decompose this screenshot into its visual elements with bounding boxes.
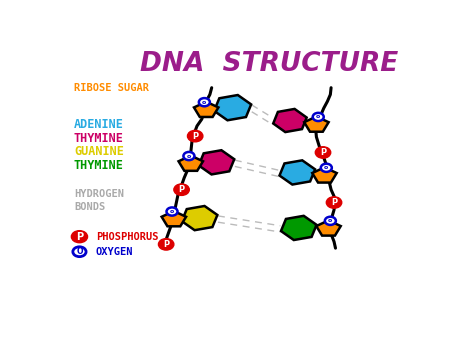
Circle shape <box>166 207 178 215</box>
Polygon shape <box>280 160 315 185</box>
Polygon shape <box>179 155 203 171</box>
Text: o: o <box>202 100 207 105</box>
Circle shape <box>321 164 332 172</box>
Circle shape <box>158 239 174 250</box>
Text: O: O <box>76 247 82 256</box>
Text: P: P <box>179 185 185 194</box>
Text: P: P <box>192 132 198 141</box>
Polygon shape <box>214 95 251 120</box>
Text: DNA  STRUCTURE: DNA STRUCTURE <box>139 51 398 77</box>
Circle shape <box>315 147 331 158</box>
Polygon shape <box>199 150 234 174</box>
Polygon shape <box>281 216 317 240</box>
Text: ADENINE: ADENINE <box>74 118 124 131</box>
Text: BONDS: BONDS <box>74 202 105 212</box>
Text: THYMINE: THYMINE <box>74 159 124 172</box>
Polygon shape <box>194 102 219 117</box>
Circle shape <box>183 152 194 160</box>
Circle shape <box>326 197 342 208</box>
Text: o: o <box>170 209 174 214</box>
Circle shape <box>325 217 336 225</box>
Text: OXYGEN: OXYGEN <box>96 247 134 257</box>
Text: o: o <box>187 154 191 159</box>
Text: PHOSPHORUS: PHOSPHORUS <box>96 232 158 242</box>
Circle shape <box>73 247 86 257</box>
Text: HYDROGEN: HYDROGEN <box>74 189 124 199</box>
Text: P: P <box>320 148 326 157</box>
Circle shape <box>187 130 203 142</box>
Text: THYMINE: THYMINE <box>74 132 124 145</box>
Text: o: o <box>328 218 332 223</box>
Text: P: P <box>331 198 337 207</box>
Text: o: o <box>316 114 320 119</box>
Circle shape <box>72 231 88 243</box>
Circle shape <box>174 184 189 195</box>
Polygon shape <box>162 211 186 226</box>
Polygon shape <box>312 168 337 182</box>
Polygon shape <box>182 206 218 230</box>
Text: GUANINE: GUANINE <box>74 146 124 158</box>
Circle shape <box>313 113 324 121</box>
Text: o: o <box>324 165 328 170</box>
Polygon shape <box>273 109 307 132</box>
Circle shape <box>199 98 210 106</box>
Text: RIBOSE SUGAR: RIBOSE SUGAR <box>74 83 149 93</box>
Polygon shape <box>304 116 328 132</box>
Polygon shape <box>316 220 341 236</box>
Text: P: P <box>163 240 169 249</box>
Text: P: P <box>76 232 83 242</box>
